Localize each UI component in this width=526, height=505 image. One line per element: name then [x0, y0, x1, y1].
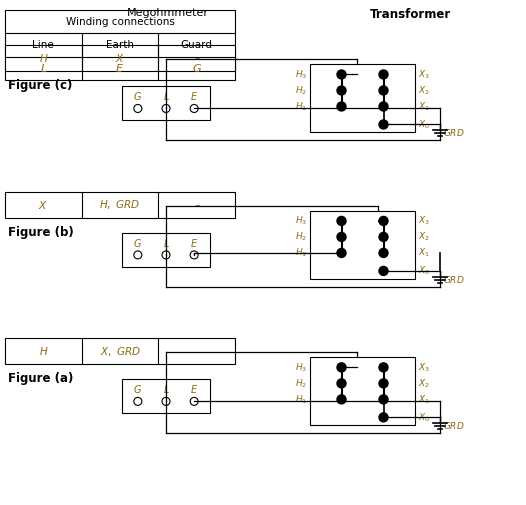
- Circle shape: [190, 105, 198, 113]
- Bar: [5, 338, 235, 365]
- Text: $H_3$: $H_3$: [295, 68, 307, 81]
- Circle shape: [134, 251, 142, 259]
- Text: Line: Line: [33, 40, 54, 50]
- Circle shape: [162, 105, 170, 113]
- Text: $GRD$: $GRD$: [443, 420, 465, 431]
- Text: $X_1$: $X_1$: [418, 246, 430, 259]
- Text: $H_1$: $H_1$: [295, 393, 307, 406]
- Circle shape: [337, 217, 346, 225]
- Bar: [310, 65, 415, 132]
- Circle shape: [379, 102, 388, 111]
- Circle shape: [190, 251, 198, 259]
- Circle shape: [337, 363, 346, 372]
- Text: $H_1$: $H_1$: [295, 100, 307, 113]
- Text: $X_2$: $X_2$: [418, 84, 430, 97]
- Circle shape: [379, 217, 388, 225]
- Text: $X_3$: $X_3$: [418, 361, 430, 374]
- Text: $E$: $E$: [190, 90, 198, 103]
- Circle shape: [337, 86, 346, 95]
- Text: $H_2$: $H_2$: [295, 84, 307, 97]
- Text: $G$: $G$: [191, 62, 201, 74]
- Text: $G$: $G$: [133, 237, 143, 249]
- Circle shape: [379, 379, 388, 388]
- Circle shape: [379, 363, 388, 372]
- Circle shape: [379, 395, 388, 404]
- Bar: [5, 192, 235, 218]
- Circle shape: [337, 379, 346, 388]
- Text: $\mathit{X}$: $\mathit{X}$: [38, 199, 48, 211]
- Circle shape: [134, 397, 142, 406]
- Text: $X_1$: $X_1$: [418, 393, 430, 406]
- Bar: [122, 86, 210, 121]
- Circle shape: [162, 397, 170, 406]
- Text: $GRD$: $GRD$: [443, 127, 465, 138]
- Text: $L$: $L$: [163, 90, 169, 103]
- Circle shape: [379, 120, 388, 129]
- Text: $X_0$: $X_0$: [418, 411, 430, 424]
- Text: –: –: [194, 200, 199, 210]
- Text: Winding connections: Winding connections: [66, 17, 175, 27]
- Text: Transformer: Transformer: [369, 8, 451, 21]
- Circle shape: [379, 70, 388, 79]
- Text: Megohmmeter: Megohmmeter: [127, 8, 209, 18]
- Text: $X_2$: $X_2$: [418, 231, 430, 243]
- Text: $\mathit{X,\ GRD}$: $\mathit{X,\ GRD}$: [99, 345, 140, 358]
- Bar: [122, 233, 210, 267]
- Text: $X_2$: $X_2$: [418, 377, 430, 390]
- Bar: [5, 45, 235, 72]
- Circle shape: [337, 248, 346, 258]
- Text: $L$: $L$: [39, 62, 47, 74]
- Text: $H_3$: $H_3$: [295, 215, 307, 227]
- Text: $G$: $G$: [133, 90, 143, 103]
- Text: Figure (c): Figure (c): [8, 79, 73, 92]
- Bar: [310, 358, 415, 425]
- Text: $\mathit{X}$: $\mathit{X}$: [115, 53, 125, 65]
- Text: $H_2$: $H_2$: [295, 377, 307, 390]
- Circle shape: [379, 267, 388, 275]
- Circle shape: [190, 397, 198, 406]
- Text: $X_3$: $X_3$: [418, 215, 430, 227]
- Text: $GRD$: $GRD$: [443, 274, 465, 285]
- Text: $G$: $G$: [133, 383, 143, 395]
- Text: Earth: Earth: [106, 40, 134, 50]
- Text: $E$: $E$: [190, 237, 198, 249]
- Text: $X_0$: $X_0$: [418, 118, 430, 131]
- Text: $E$: $E$: [190, 383, 198, 395]
- Circle shape: [337, 232, 346, 241]
- Circle shape: [379, 232, 388, 241]
- Text: $\mathit{H,\ GRD}$: $\mathit{H,\ GRD}$: [99, 198, 140, 212]
- Circle shape: [337, 102, 346, 111]
- Text: $\mathit{H}$: $\mathit{H}$: [38, 53, 48, 65]
- Bar: [122, 379, 210, 414]
- Text: Figure (b): Figure (b): [8, 226, 74, 239]
- Text: $L$: $L$: [163, 237, 169, 249]
- Text: $L$: $L$: [163, 383, 169, 395]
- Text: $H_1$: $H_1$: [295, 246, 307, 259]
- Text: $X_3$: $X_3$: [418, 68, 430, 81]
- Text: $H_2$: $H_2$: [295, 231, 307, 243]
- Circle shape: [162, 251, 170, 259]
- Text: $\mathit{H}$: $\mathit{H}$: [38, 345, 48, 358]
- Bar: [310, 211, 415, 279]
- Text: $E$: $E$: [116, 62, 125, 74]
- Text: $X_1$: $X_1$: [418, 100, 430, 113]
- Text: Figure (a): Figure (a): [8, 372, 73, 385]
- Bar: [5, 10, 235, 80]
- Text: $H_3$: $H_3$: [295, 361, 307, 374]
- Text: Guard: Guard: [180, 40, 213, 50]
- Circle shape: [337, 395, 346, 404]
- Circle shape: [379, 248, 388, 258]
- Circle shape: [379, 413, 388, 422]
- Circle shape: [337, 70, 346, 79]
- Circle shape: [379, 86, 388, 95]
- Text: $X_0$: $X_0$: [418, 265, 430, 277]
- Text: –: –: [194, 54, 199, 64]
- Circle shape: [134, 105, 142, 113]
